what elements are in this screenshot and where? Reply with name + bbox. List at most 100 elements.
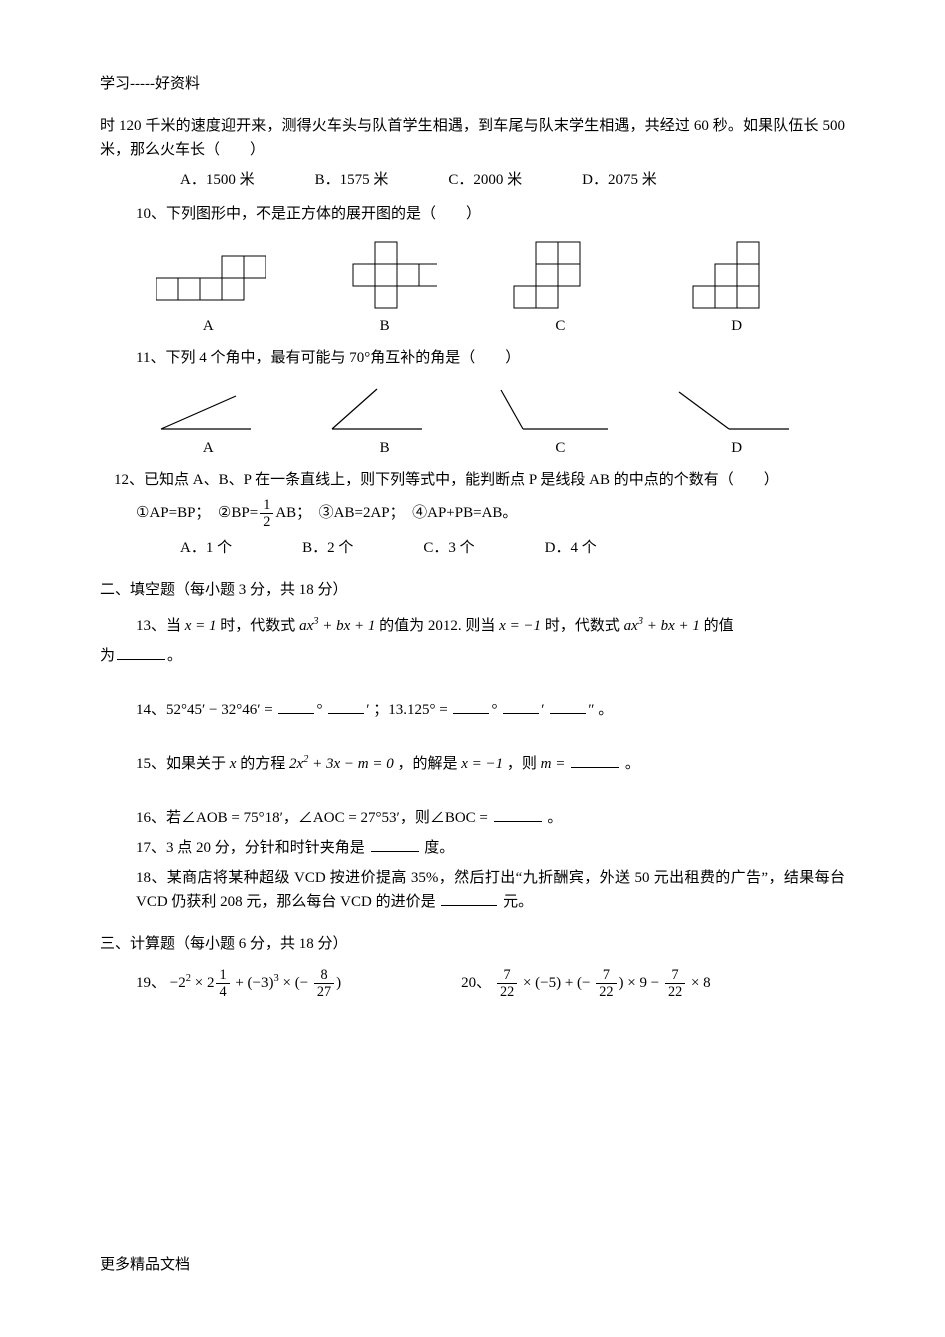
q11-label-b: B	[380, 436, 390, 460]
q12-frac-den: 2	[260, 514, 273, 529]
q12-options: A．1 个 B．2 个 C．3 个 D．4 个	[100, 536, 845, 560]
q11-labels: A B C D	[100, 436, 845, 468]
q20-b: ) × 9 −	[619, 975, 663, 991]
q12-opt-c: C．3 个	[423, 536, 474, 560]
q15-x: x	[230, 756, 237, 772]
q13-poly2: ax3 + bx + 1	[624, 618, 700, 634]
q19-expr: −22 × 214 + (−3)3 × (− 827)	[170, 975, 341, 991]
q19-e: )	[336, 975, 341, 991]
q10-fig-c	[508, 240, 608, 312]
q14-min1: ′	[366, 702, 369, 718]
q10-label-a: A	[203, 314, 214, 338]
q14-blank2	[328, 698, 364, 714]
q13-text2: 为。	[100, 644, 845, 668]
q13-d: 时，代数式	[545, 618, 624, 634]
q10-text: 10、下列图形中，不是正方体的展开图的是（ ）	[100, 202, 845, 226]
q11-label-c: C	[555, 436, 565, 460]
q14-blank1	[278, 698, 314, 714]
q18-blank	[441, 890, 497, 906]
q18-text: 18、某商店将某种超级 VCD 按进价提高 35%，然后打出“九折酬宾，外送 5…	[100, 866, 845, 914]
q16-text: 16、若∠AOB = 75°18′，∠AOC = 27°53′，则∠BOC = …	[100, 806, 845, 830]
q14-sec: ″	[588, 702, 594, 718]
section2-title: 二、填空题（每小题 3 分，共 18 分）	[100, 578, 845, 602]
q19-20-row: 19、 −22 × 214 + (−3)3 × (− 827) 20、 722 …	[100, 968, 845, 1000]
q19-f2: 827	[314, 968, 334, 1000]
q14-b: ；13.125° =	[373, 702, 451, 718]
q17-b: 度。	[424, 840, 454, 856]
q19-f2-den: 27	[314, 984, 334, 999]
q15-a: 15、如果关于	[136, 756, 230, 772]
q14-blank5	[550, 698, 586, 714]
q12-frac: 12	[260, 498, 273, 530]
q20-f1-num: 7	[497, 968, 517, 984]
q14-end: 。	[598, 702, 613, 718]
q13-poly2-a: ax	[624, 618, 638, 634]
q12-opt-d: D．4 个	[545, 536, 597, 560]
q11-label-d: D	[731, 436, 742, 460]
q15-text: 15、如果关于 x 的方程 2x2 + 3x − m = 0 ，的解是 x = …	[100, 752, 845, 776]
q20-f3-den: 22	[665, 984, 685, 999]
q9-options: A．1500 米 B．1575 米 C．2000 米 D．2075 米	[100, 168, 845, 192]
q14-deg1: °	[316, 702, 322, 718]
q19-a: −2	[170, 975, 186, 991]
q10-labels: A B C D	[100, 314, 845, 346]
q20-expr: 722 × (−5) + (− 722) × 9 − 722 × 8	[495, 975, 711, 991]
q15-d: ，则	[507, 756, 541, 772]
q16-end: 。	[547, 810, 562, 826]
q19-c: + (−3)	[232, 975, 274, 991]
q16-a: 16、若∠AOB = 75°18′，∠AOC = 27°53′，则∠BOC =	[136, 810, 492, 826]
q20-f3-num: 7	[665, 968, 685, 984]
q12-cond-post: AB； ③AB=2AP； ④AP+PB=AB。	[275, 505, 517, 521]
q9-text: 时 120 千米的速度迎开来，测得火车头与队首学生相遇，到车尾与队末学生相遇，共…	[100, 114, 845, 162]
q20-f1-den: 22	[497, 984, 517, 999]
q12-cond-pre: ①AP=BP； ②BP=	[136, 505, 258, 521]
q10-fig-a	[156, 252, 266, 312]
q14-deg2: °	[491, 702, 497, 718]
q20-label: 20、	[461, 975, 491, 991]
q12-opt-a: A．1 个	[180, 536, 232, 560]
q16-blank	[494, 806, 542, 822]
q10-label-d: D	[731, 314, 742, 338]
q13-x2: x = −1	[499, 618, 541, 634]
q9-opt-d: D．2075 米	[582, 168, 657, 192]
q13-e: 的值	[704, 618, 734, 634]
q13-blank	[117, 644, 165, 660]
q20-c: × 8	[687, 975, 710, 991]
q13-poly1-b: + bx + 1	[318, 618, 375, 634]
q15-m: m =	[541, 756, 569, 772]
q14-blank4	[503, 698, 539, 714]
page-footer: 更多精品文档	[100, 1253, 190, 1277]
q15-end: 。	[625, 756, 640, 772]
q13-poly2-b: + bx + 1	[643, 618, 700, 634]
q10-figures	[100, 232, 845, 314]
q17-a: 17、3 点 20 分，分针和时针夹角是	[136, 840, 365, 856]
q10-label-b: B	[380, 314, 390, 338]
q19-b: × 2	[191, 975, 214, 991]
page: { "header": "学习-----好资料", "footer": "更多精…	[0, 0, 945, 1337]
q13-poly1: ax3 + bx + 1	[299, 618, 375, 634]
q19-f1: 14	[216, 968, 229, 1000]
q13-a: 13、当	[136, 618, 185, 634]
q17-text: 17、3 点 20 分，分针和时针夹角是 度。	[100, 836, 845, 860]
q13-end: 。	[167, 648, 182, 664]
q12-text: 12、已知点 A、B、P 在一条直线上，则下列等式中，能判断点 P 是线段 AB…	[100, 468, 845, 492]
q9-opt-b: B．1575 米	[315, 168, 389, 192]
q18-b: 元。	[503, 894, 533, 910]
q11-label-a: A	[203, 436, 214, 460]
q11-figures	[100, 376, 845, 436]
q19-label: 19、	[136, 975, 166, 991]
q20: 20、 722 × (−5) + (− 722) × 9 − 722 × 8	[461, 968, 710, 1000]
q11-fig-a	[151, 384, 261, 434]
q10-label-c: C	[555, 314, 565, 338]
q10-fig-d	[679, 240, 789, 312]
q12-conditions: ①AP=BP； ②BP=12AB； ③AB=2AP； ④AP+PB=AB。	[100, 498, 845, 530]
q19-d: × (−	[279, 975, 312, 991]
q9-opt-c: C．2000 米	[448, 168, 522, 192]
q19-f1-num: 1	[216, 968, 229, 984]
q19-f2-num: 8	[314, 968, 334, 984]
q20-f2-num: 7	[596, 968, 616, 984]
q12-opt-b: B．2 个	[302, 536, 353, 560]
q11-text: 11、下列 4 个角中，最有可能与 70°角互补的角是（ ）	[100, 346, 845, 370]
q11-fig-c	[493, 384, 613, 434]
q20-f2-den: 22	[596, 984, 616, 999]
